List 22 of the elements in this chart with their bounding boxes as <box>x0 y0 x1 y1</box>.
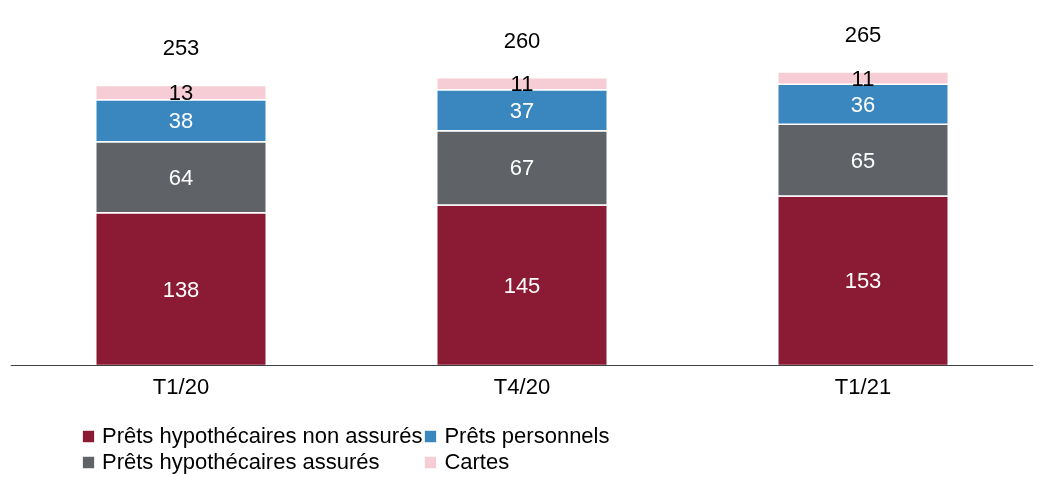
legend-label: Prêts hypothécaires non assurés <box>102 423 423 449</box>
data-label: 36 <box>850 91 876 117</box>
legend-label: Prêts hypothécaires assurés <box>102 449 380 475</box>
total-label: 265 <box>844 22 882 48</box>
x-tick-label: T1/21 <box>834 373 892 399</box>
total-label: 260 <box>503 27 541 53</box>
data-label: 11 <box>851 65 875 91</box>
data-label: 138 <box>162 276 200 302</box>
x-tick-label: T1/20 <box>152 373 210 399</box>
x-tick-label: T4/20 <box>493 373 551 399</box>
data-label: 13 <box>168 80 194 106</box>
total-label: 253 <box>162 35 200 61</box>
legend-label: Prêts personnels <box>444 423 610 449</box>
data-label: 153 <box>844 268 882 294</box>
data-label: 11 <box>510 71 534 97</box>
data-label: 64 <box>168 164 194 190</box>
data-label: 37 <box>509 97 535 123</box>
data-label: 145 <box>503 272 541 298</box>
data-label: 38 <box>168 108 194 134</box>
data-label: 67 <box>509 155 535 181</box>
data-label: 65 <box>850 147 876 173</box>
legend-label: Cartes <box>444 449 510 475</box>
